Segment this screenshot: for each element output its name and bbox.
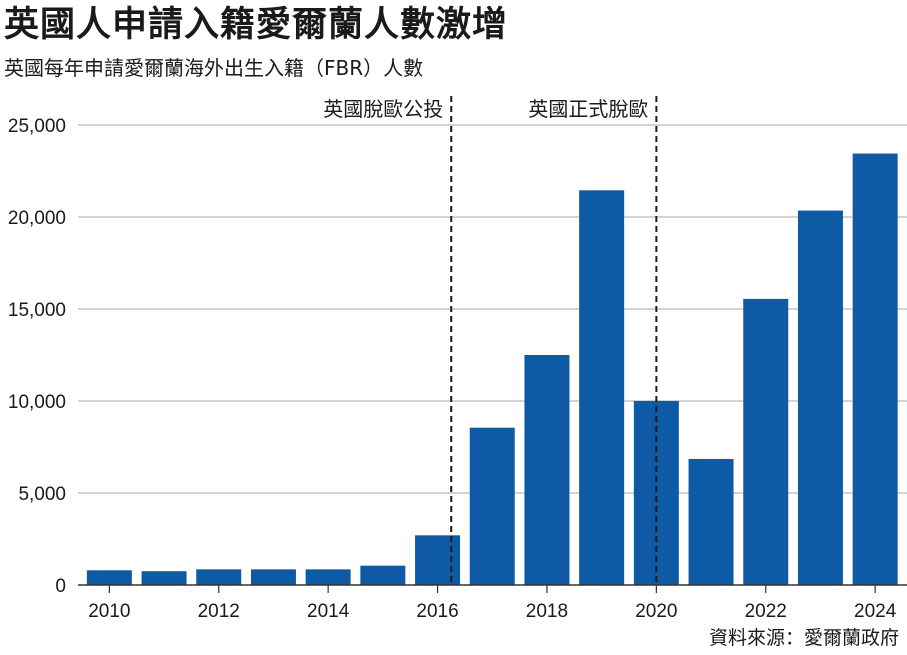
bar: [86, 570, 132, 585]
y-tick-label: 20,000: [8, 208, 66, 229]
bar: [250, 569, 296, 585]
bar: [469, 427, 515, 585]
chart-subtitle: 英國每年申請愛爾蘭海外出生入籍（FBR）人數: [4, 56, 424, 80]
bar: [196, 569, 242, 585]
bar: [797, 210, 843, 585]
x-tick-label: 2024: [854, 601, 897, 622]
bar: [524, 355, 570, 585]
x-tick-label: 2016: [416, 601, 458, 622]
y-tick-label: 25,000: [8, 116, 66, 137]
bar: [743, 298, 789, 585]
x-tick-label: 2010: [88, 601, 130, 622]
bars: [86, 153, 898, 585]
bar: [415, 535, 461, 585]
y-tick-label: 5,000: [18, 484, 66, 505]
x-tick-label: 2020: [635, 601, 677, 622]
chart-title: 英國人申請入籍愛爾蘭人數激增: [4, 5, 509, 45]
axes: 0 5,000 10,000 15,000 20,000 25,000 2010 2012 20…: [8, 116, 907, 622]
x-tick-label: 2018: [526, 601, 568, 622]
bar: [579, 190, 625, 585]
event-marker-label: 英國正式脫歐: [528, 97, 648, 121]
y-tick-label: 0: [55, 576, 66, 597]
source-note: 資料來源：愛爾蘭政府: [708, 627, 899, 649]
annotations: 英國脫歐公投 英國正式脫歐: [323, 96, 658, 585]
y-tick-label: 10,000: [8, 392, 66, 413]
bar: [688, 458, 734, 585]
bar: [141, 571, 187, 585]
event-marker-label: 英國脫歐公投: [323, 97, 443, 121]
x-tick-label: 2022: [745, 601, 787, 622]
x-tick-label: 2014: [307, 601, 350, 622]
bar: [852, 153, 898, 585]
bar: [305, 569, 351, 585]
bar: [360, 565, 406, 585]
x-tick-label: 2012: [198, 601, 240, 622]
y-tick-label: 15,000: [8, 300, 66, 321]
